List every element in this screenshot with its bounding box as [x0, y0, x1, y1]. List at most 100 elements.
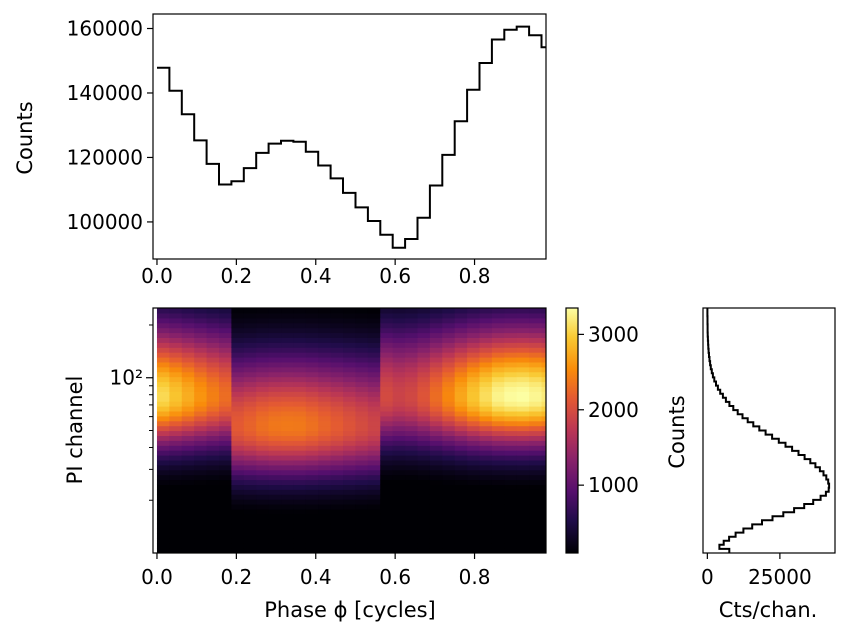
heatmap-cell: [442, 513, 456, 520]
heatmap-cell: [206, 357, 220, 363]
heatmap-cell: [467, 548, 481, 553]
heatmap-cell: [169, 533, 183, 539]
heatmap-cell: [281, 322, 295, 329]
heatmap-cell: [367, 543, 381, 549]
heatmap-cell: [454, 518, 468, 525]
heatmap-cell: [268, 474, 282, 481]
heatmap-cell: [243, 548, 257, 553]
heatmap-cell: [454, 479, 468, 485]
heatmap-cell: [405, 391, 419, 397]
heatmap-cell: [194, 489, 208, 495]
heatmap-cell: [467, 440, 481, 446]
heatmap-cell: [491, 538, 505, 544]
heatmap-cell: [429, 523, 443, 530]
heatmap-cell: [516, 474, 530, 481]
heatmap-cell: [268, 308, 282, 314]
heatmap-cell: [156, 317, 170, 324]
heatmap-cell: [529, 391, 543, 397]
heatmap-cell: [541, 420, 546, 427]
heatmap-cell: [206, 352, 220, 358]
heatmap-cell: [318, 391, 332, 397]
heatmap-cell: [243, 332, 257, 338]
heatmap-cell: [243, 533, 257, 539]
heatmap-cell: [454, 327, 468, 334]
heatmap-cell: [156, 415, 170, 422]
heatmap-cell: [529, 484, 543, 490]
heatmap-cell: [268, 381, 282, 387]
heatmap-cell: [243, 322, 257, 329]
heatmap-cell: [405, 342, 419, 348]
heatmap-cell: [243, 445, 257, 451]
heatmap-cell: [355, 317, 369, 324]
heatmap-cell: [479, 435, 493, 441]
heatmap-cell: [156, 464, 170, 471]
heatmap-cell: [243, 347, 257, 353]
heatmap-cell: [454, 538, 468, 544]
heatmap-cell: [268, 420, 282, 427]
heatmap-cell: [181, 337, 195, 343]
heatmap-cell: [392, 371, 406, 378]
heatmap-cell: [293, 499, 307, 505]
heatmap-cell: [243, 464, 257, 471]
heatmap-cell: [219, 425, 233, 432]
heatmap-cell: [231, 523, 245, 530]
heatmap-cell: [429, 376, 443, 383]
heatmap-cell: [380, 361, 394, 368]
heatmap-cell: [479, 523, 493, 530]
heatmap-cell: [293, 366, 307, 373]
heatmap-cell: [293, 435, 307, 441]
heatmap-cell: [479, 415, 493, 422]
heatmap-cell: [405, 484, 419, 490]
heatmap-cell: [305, 371, 319, 378]
heatmap-cell: [516, 425, 530, 432]
heatmap-cell: [256, 337, 270, 343]
heatmap-cell: [256, 376, 270, 383]
heatmap-cell: [231, 420, 245, 427]
heatmap-cell: [343, 518, 357, 525]
heatmap-cell: [442, 366, 456, 373]
heatmap-cell: [318, 513, 332, 520]
heatmap-cell: [231, 401, 245, 407]
heatmap-cell: [219, 391, 233, 397]
heatmap-cell: [355, 401, 369, 407]
heatmap-cell: [355, 327, 369, 334]
heatmap-x-axis: 0.0 0.2 0.4 0.6 0.8: [141, 553, 490, 589]
heatmap-cell: [405, 464, 419, 471]
heatmap-cell: [541, 366, 546, 373]
heatmap-cell: [243, 450, 257, 456]
heatmap-cell: [541, 347, 546, 353]
heatmap-cell: [491, 347, 505, 353]
heatmap-cell: [293, 474, 307, 481]
heatmap-cell: [219, 312, 233, 319]
heatmap-cell: [156, 513, 170, 520]
heatmap-cell: [504, 396, 518, 402]
heatmap-cell: [206, 469, 220, 476]
heatmap-cell: [454, 396, 468, 402]
heatmap-cell: [156, 342, 170, 348]
heatmap-cell: [305, 410, 319, 417]
heatmap-cell: [181, 538, 195, 544]
heatmap-cell: [491, 440, 505, 446]
heatmap-cell: [367, 489, 381, 495]
heatmap-cell: [504, 489, 518, 495]
heatmap-cell: [330, 337, 344, 343]
heatmap-cell: [467, 332, 481, 338]
heatmap-cell: [467, 312, 481, 319]
heatmap-cell: [392, 327, 406, 334]
heatmap-cell: [293, 376, 307, 383]
heatmap-cell: [194, 425, 208, 432]
heatmap-cell: [491, 386, 505, 392]
heatmap-cell: [479, 533, 493, 539]
heatmap-cell: [355, 479, 369, 485]
heatmap-cell: [256, 499, 270, 505]
heatmap-cell: [429, 430, 443, 436]
heatmap-cell: [156, 538, 170, 544]
heatmap-cell: [417, 523, 431, 530]
heatmap-cell: [405, 317, 419, 324]
heatmap-cell: [367, 440, 381, 446]
heatmap-cell: [256, 391, 270, 397]
heatmap-cell: [281, 357, 295, 363]
heatmap-cell: [194, 410, 208, 417]
heatmap-cell: [243, 386, 257, 392]
